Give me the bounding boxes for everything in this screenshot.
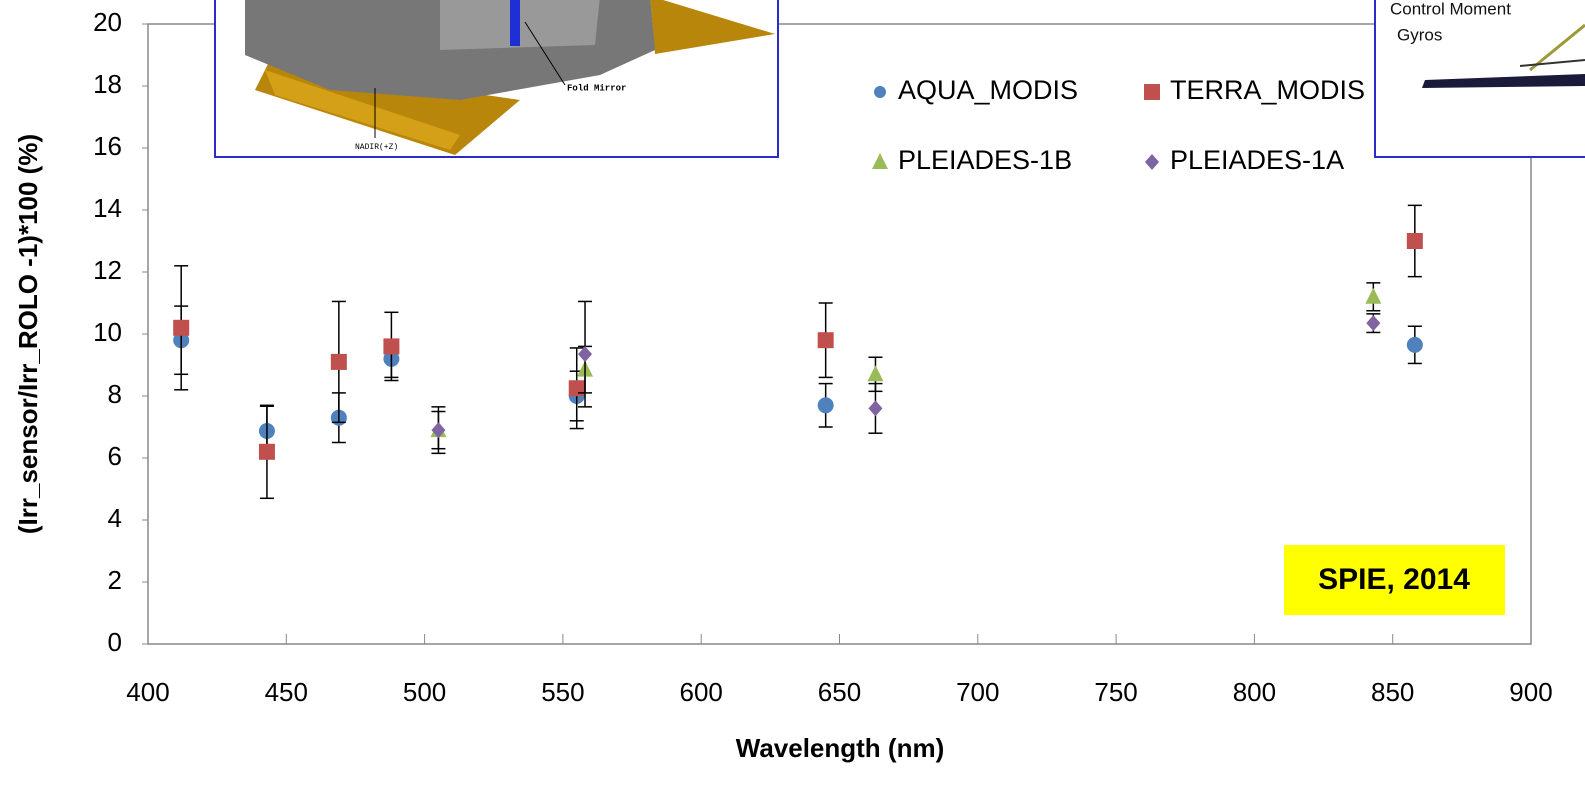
x-tick-label: 850 — [1371, 677, 1414, 707]
inset-label: Gyros — [1397, 25, 1442, 44]
inset-label: NADIR(+Z) — [355, 143, 398, 152]
y-tick-label: 8 — [108, 379, 122, 409]
legend-label: PLEIADES-1A — [1170, 145, 1344, 175]
page: (Irr_sensor/Irr_ROLO -1)*100 (%) Wavelen… — [0, 0, 1585, 786]
marker — [259, 444, 275, 460]
y-tick-label: 14 — [93, 193, 122, 223]
y-tick-label: 0 — [108, 627, 122, 657]
marker — [1407, 337, 1423, 353]
inset-label: Fold Mirror — [567, 83, 626, 93]
marker — [868, 400, 882, 416]
y-tick-label: 2 — [108, 565, 122, 595]
legend-symbol — [1145, 154, 1159, 170]
annotation: SPIE, 2014 — [1318, 563, 1470, 596]
x-tick-label: 650 — [818, 677, 861, 707]
y-tick-label: 6 — [108, 441, 122, 471]
y-tick-label: 10 — [93, 317, 122, 347]
y-tick-label: 18 — [93, 69, 122, 99]
marker — [818, 332, 834, 348]
marker — [818, 397, 834, 413]
marker — [173, 320, 189, 336]
legend-symbol — [872, 153, 888, 169]
y-tick-label: 20 — [93, 7, 122, 37]
x-axis-label: Wavelength (nm) — [736, 733, 944, 763]
x-tick-label: 400 — [126, 677, 169, 707]
chart: (Irr_sensor/Irr_ROLO -1)*100 (%) Wavelen… — [0, 0, 1585, 786]
marker — [569, 380, 585, 396]
y-tick-label: 4 — [108, 503, 122, 533]
legend-symbol — [874, 86, 886, 98]
marker — [1365, 288, 1381, 304]
inset-label: Control Moment — [1390, 0, 1511, 18]
x-tick-label: 900 — [1509, 677, 1552, 707]
x-tick-label: 500 — [403, 677, 446, 707]
legend-symbol — [1144, 84, 1160, 100]
inset-image: Control Moment Gyros — [1375, 0, 1585, 157]
x-tick-label: 800 — [1233, 677, 1276, 707]
legend-label: TERRA_MODIS — [1170, 75, 1365, 105]
y-tick-label: 12 — [93, 255, 122, 285]
x-tick-label: 750 — [1094, 677, 1137, 707]
x-tick-label: 450 — [265, 677, 308, 707]
x-tick-label: 550 — [541, 677, 584, 707]
marker — [1366, 315, 1380, 331]
marker — [331, 354, 347, 370]
x-tick-label: 700 — [956, 677, 999, 707]
marker — [867, 365, 883, 381]
marker — [383, 338, 399, 354]
y-axis-label: (Irr_sensor/Irr_ROLO -1)*100 (%) — [13, 134, 43, 534]
legend-label: AQUA_MODIS — [898, 75, 1078, 105]
y-tick-label: 16 — [93, 131, 122, 161]
legend-label: PLEIADES-1B — [898, 145, 1072, 175]
inset-image: Fold Mirror NADIR(+Z) — [215, 0, 778, 157]
x-tick-label: 600 — [680, 677, 723, 707]
marker — [1407, 233, 1423, 249]
